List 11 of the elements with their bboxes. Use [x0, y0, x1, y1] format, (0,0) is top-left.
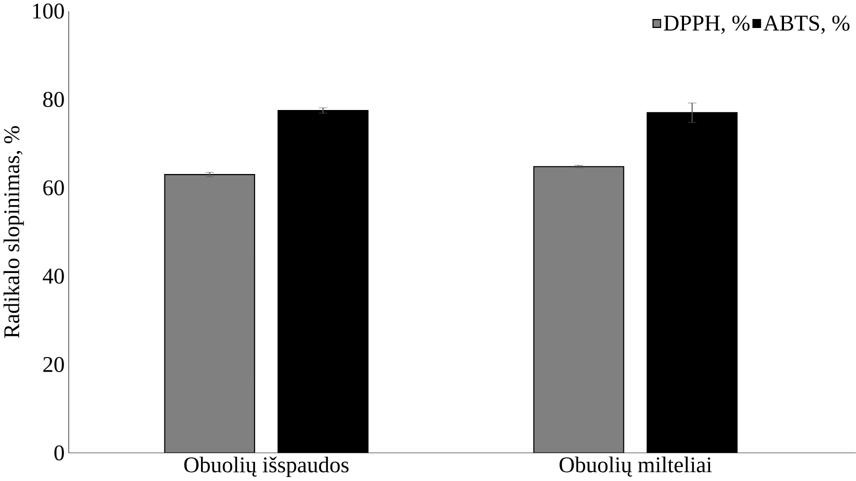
y-tick-label: 0 — [54, 446, 64, 461]
y-tick-label: 100 — [33, 4, 64, 19]
legend-label: ABTS, % — [763, 16, 850, 34]
y-tick-label: 20 — [43, 357, 64, 372]
x-tick-label: Obuolių milteliai — [560, 456, 712, 477]
y-tick-label: 80 — [43, 92, 64, 108]
x-tick-label: Obuolių išspaudos — [184, 456, 349, 478]
legend-label: DPPH, % — [664, 16, 750, 34]
y-axis-title: Radikalo slopinimas, % — [4, 126, 24, 338]
y-tick-label: 40 — [42, 268, 64, 284]
y-tick-label: 60 — [43, 180, 64, 196]
